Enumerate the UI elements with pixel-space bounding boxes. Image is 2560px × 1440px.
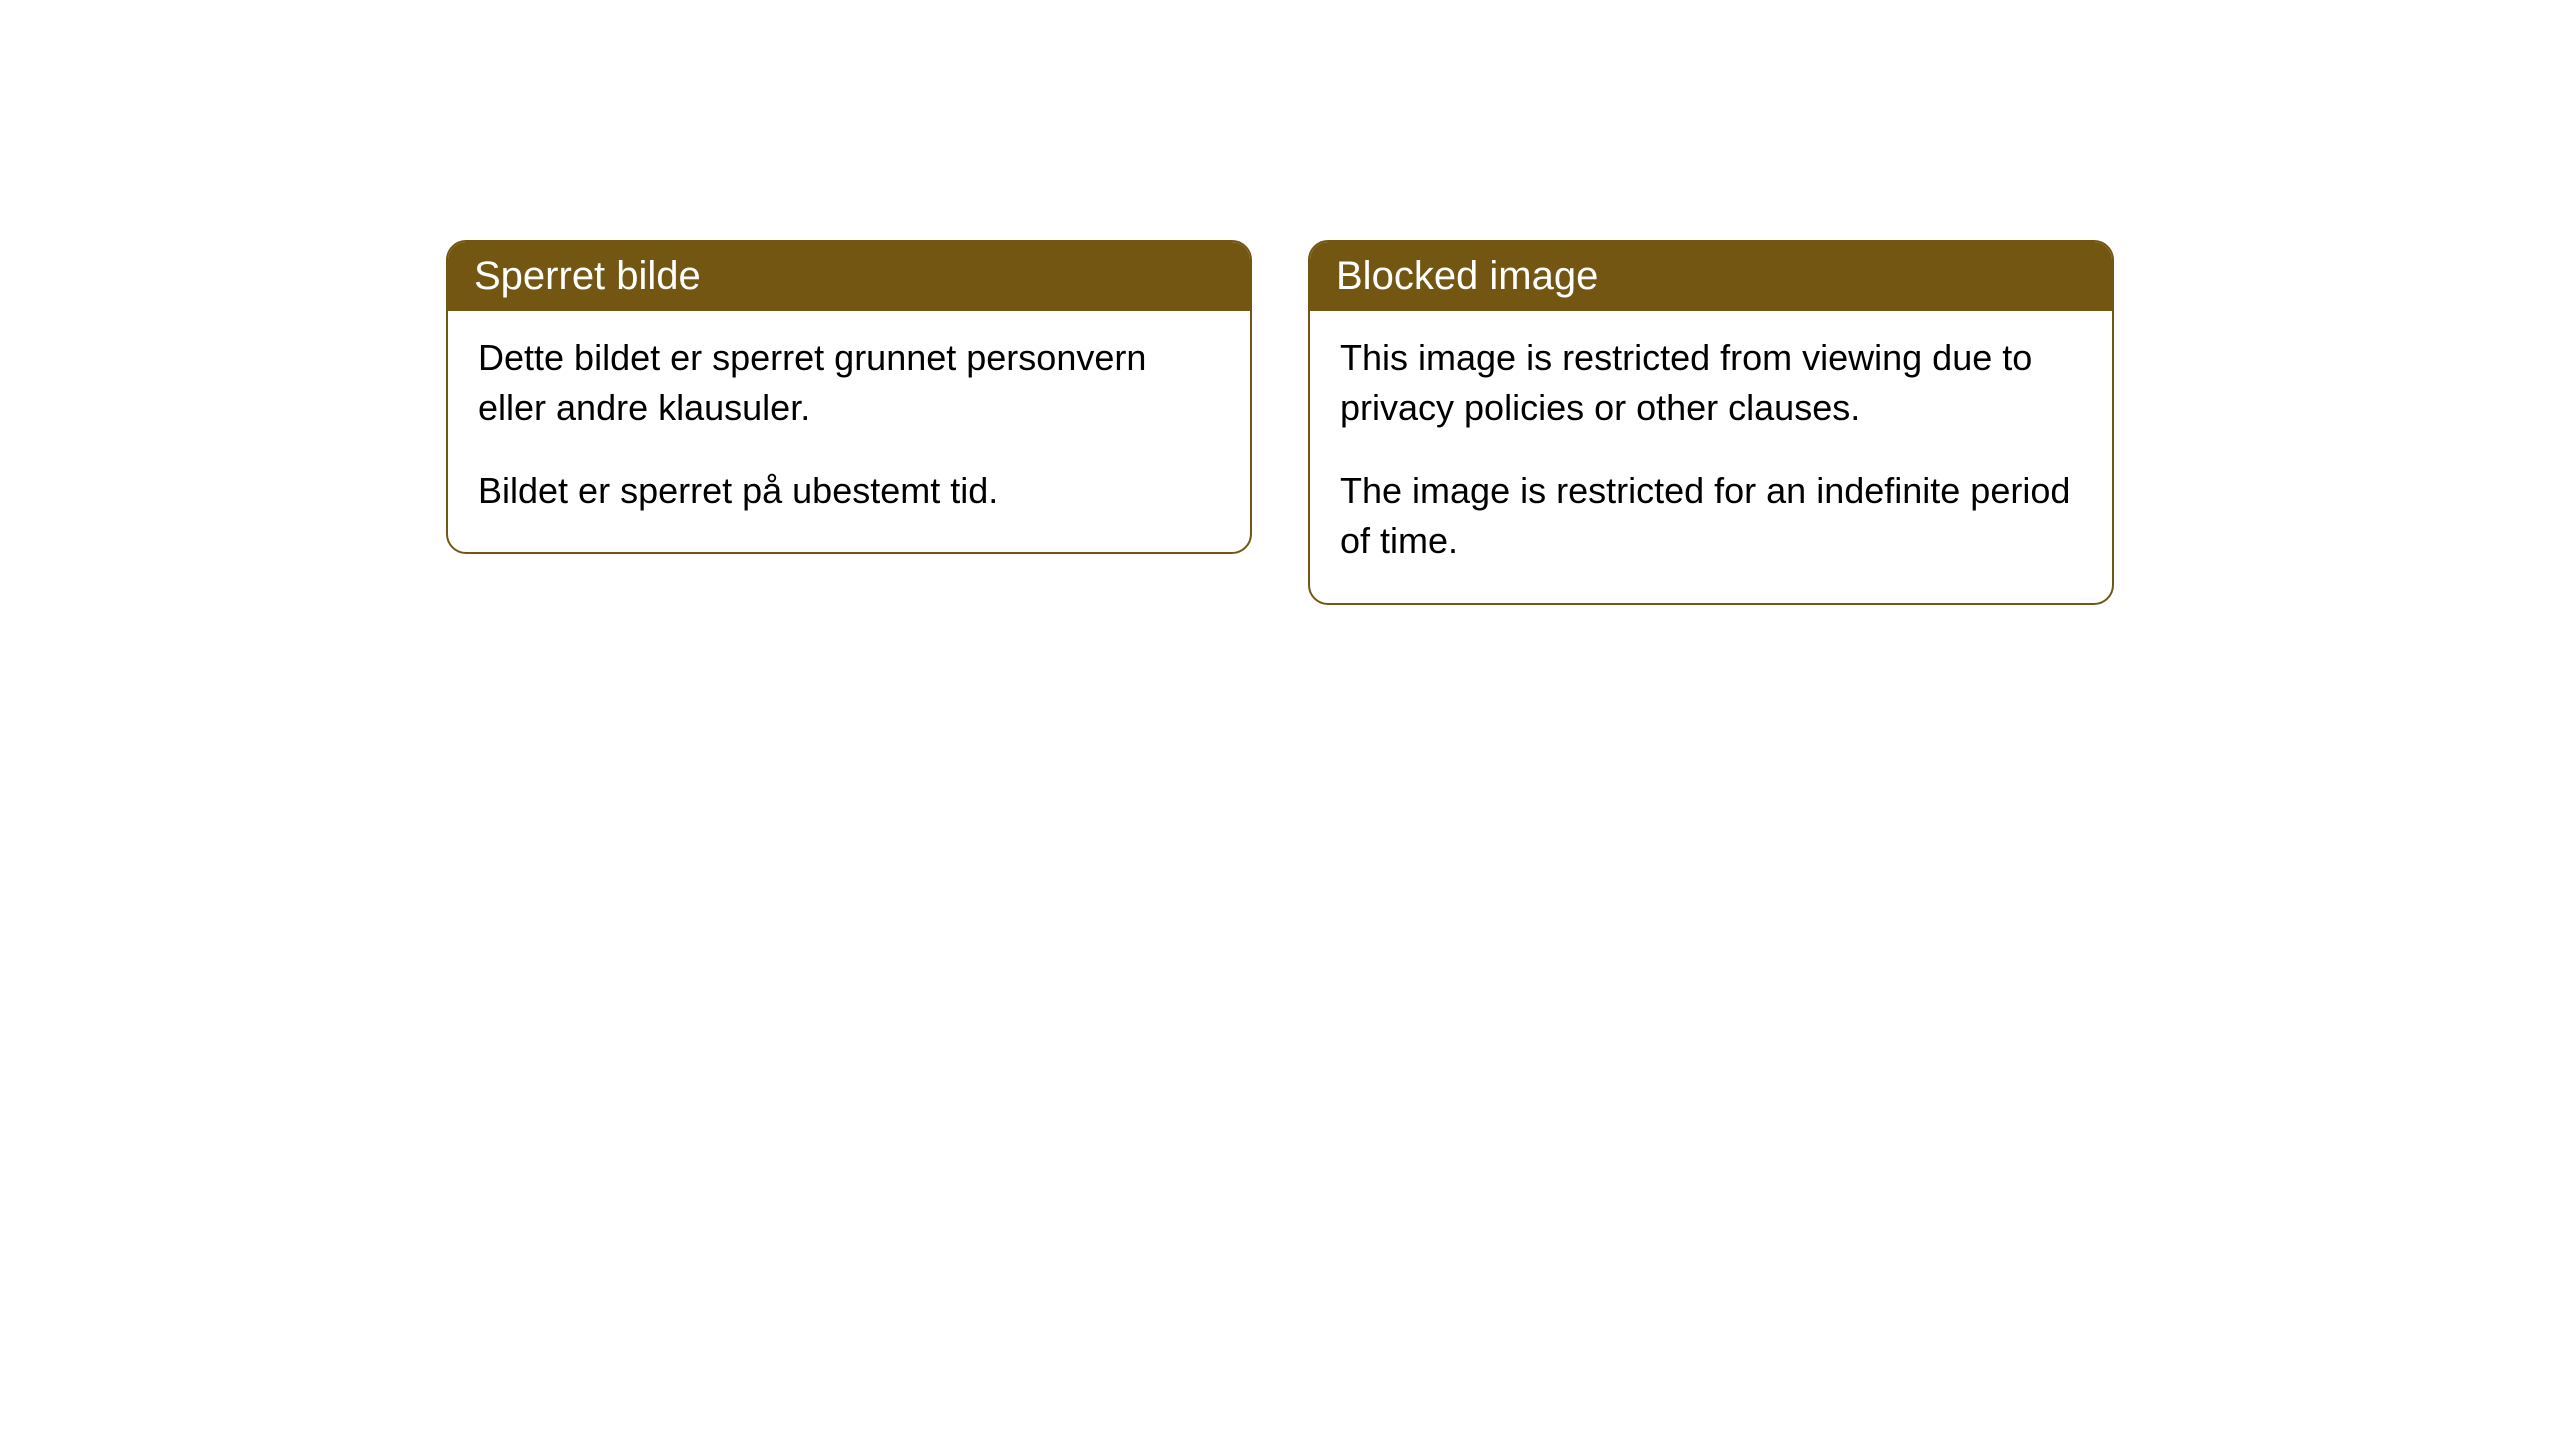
card-body-english: This image is restricted from viewing du…	[1310, 311, 2112, 603]
card-norwegian: Sperret bilde Dette bildet er sperret gr…	[446, 240, 1252, 554]
card-paragraph-2-english: The image is restricted for an indefinit…	[1340, 466, 2082, 567]
card-body-norwegian: Dette bildet er sperret grunnet personve…	[448, 311, 1250, 552]
card-header-english: Blocked image	[1310, 242, 2112, 311]
card-paragraph-1-english: This image is restricted from viewing du…	[1340, 333, 2082, 434]
card-paragraph-1-norwegian: Dette bildet er sperret grunnet personve…	[478, 333, 1220, 434]
cards-container: Sperret bilde Dette bildet er sperret gr…	[0, 240, 2560, 605]
card-header-norwegian: Sperret bilde	[448, 242, 1250, 311]
card-paragraph-2-norwegian: Bildet er sperret på ubestemt tid.	[478, 466, 1220, 516]
card-english: Blocked image This image is restricted f…	[1308, 240, 2114, 605]
